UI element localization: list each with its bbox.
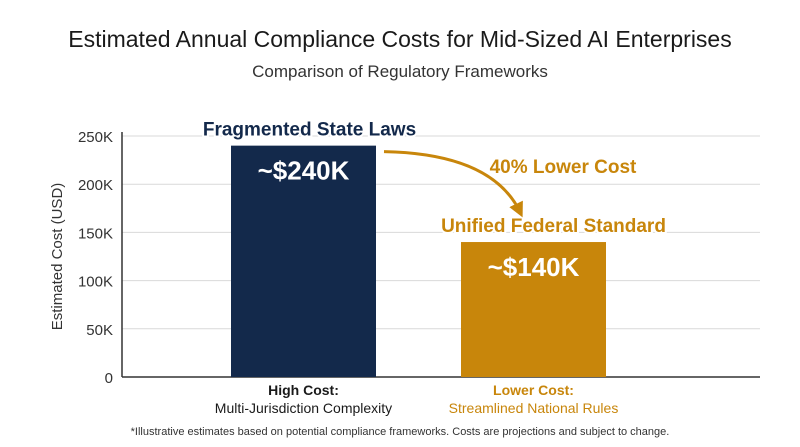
y-tick-label: 0: [105, 370, 113, 387]
category-label-line2: Streamlined National Rules: [449, 400, 619, 416]
category-label-line2: Multi-Jurisdiction Complexity: [215, 400, 392, 416]
y-tick-label: 100K: [78, 274, 113, 291]
bar-title-label: Unified Federal Standard: [441, 216, 666, 237]
footnote: *Illustrative estimates based on potenti…: [130, 426, 670, 438]
y-tick-label: 200K: [78, 177, 113, 194]
chart-title: Estimated Annual Compliance Costs for Mi…: [68, 26, 732, 52]
annotation-label: 40% Lower Cost: [490, 157, 637, 178]
category-label-line1: Lower Cost:: [493, 382, 574, 398]
category-label-line1: High Cost:: [268, 382, 339, 398]
bar-value-label: ~$240K: [258, 156, 350, 186]
y-tick-label: 150K: [78, 225, 113, 242]
y-axis-label: Estimated Cost (USD): [49, 183, 66, 331]
bar-value-label: ~$140K: [488, 252, 580, 282]
bar-1: [231, 145, 376, 377]
chart-subtitle: Comparison of Regulatory Frameworks: [252, 62, 548, 81]
y-tick-label: 50K: [86, 322, 113, 339]
bar-2: [461, 242, 606, 377]
bar-title-label: Fragmented State Laws: [203, 120, 416, 141]
y-tick-label: 250K: [78, 129, 113, 146]
annotation-arrow: [383, 150, 523, 218]
